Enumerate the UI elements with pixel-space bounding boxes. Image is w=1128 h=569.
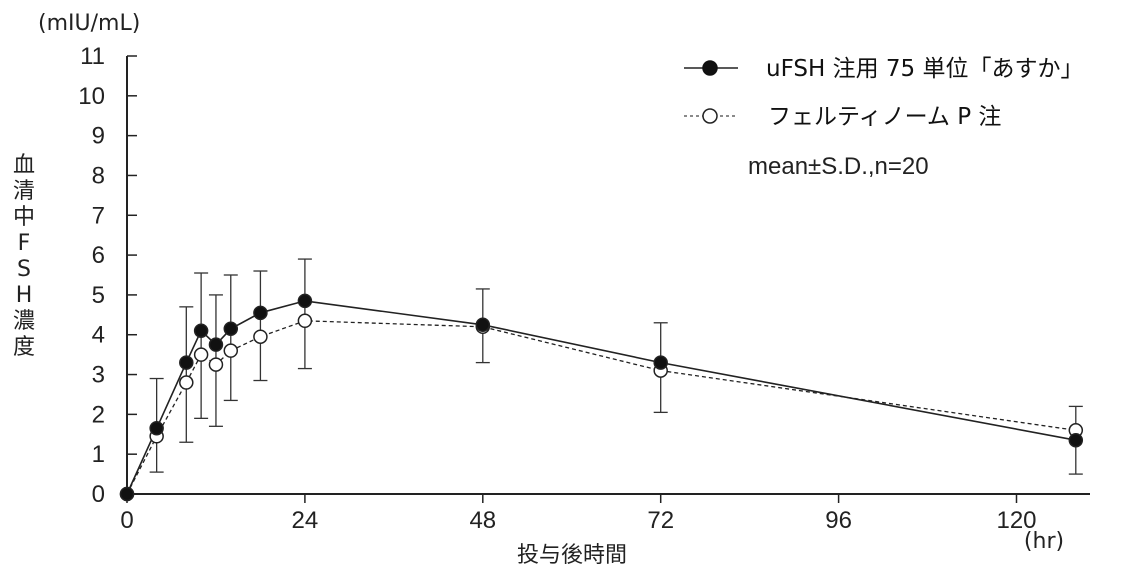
y-tick-label: 0 [92, 481, 105, 508]
data-point-series-1 [179, 355, 194, 370]
data-point-series-1 [149, 421, 164, 436]
y-tick-label: 6 [92, 242, 105, 269]
y-tick-label: 8 [92, 162, 105, 189]
y-tick-label: 10 [78, 83, 105, 110]
y-tick-label: 5 [92, 282, 105, 309]
data-point-series-2 [179, 375, 194, 390]
y-tick-label: 7 [92, 202, 105, 229]
data-point-series-2 [193, 347, 209, 362]
y-tick-label: 11 [80, 43, 105, 70]
y-tick-label: 2 [92, 401, 105, 428]
y-ticks: 0 1 2 3 4 5 6 7 8 9 10 11 [78, 43, 137, 508]
data-point-series-2 [297, 313, 313, 329]
x-tick-label: 48 [469, 507, 496, 534]
y-unit-label: (mIU/mL) [38, 11, 140, 36]
data-point-series-1 [475, 317, 491, 333]
series-line-1 [126, 300, 1076, 495]
x-axis-title: 投与後時間 [517, 543, 627, 568]
y-axis-title-char: F [18, 231, 31, 256]
legend-marker-series-2 [702, 108, 718, 124]
legend-marker-series-1 [702, 60, 718, 76]
data-point-series-1 [208, 337, 224, 352]
y-axis-title-char: 中 [13, 205, 35, 230]
x-tick-label: 120 [996, 507, 1036, 534]
error-bars [149, 258, 1083, 475]
data-point-series-1 [119, 486, 135, 502]
y-axis-title-char: 血 [13, 153, 35, 178]
series-lines [126, 300, 1076, 495]
data-point-series-1 [253, 305, 268, 321]
stats-annotation: mean±S.D.,n=20 [748, 153, 929, 180]
y-axis-title-char: 度 [13, 335, 35, 360]
y-axis-title-char: S [17, 257, 31, 282]
y-tick-label: 9 [92, 123, 105, 150]
x-tick-label: 0 [120, 507, 133, 534]
series-markers [119, 293, 1084, 502]
y-axis-title-char: 清 [13, 179, 35, 204]
data-point-series-1 [1068, 432, 1084, 448]
data-point-series-1 [193, 323, 209, 338]
data-point-series-2 [208, 357, 224, 372]
x-unit-label: (hr) [1024, 529, 1064, 554]
y-axis-title-char: 濃 [13, 309, 35, 334]
data-point-series-1 [297, 293, 313, 309]
data-point-series-2 [223, 343, 239, 358]
y-axis-title-char: H [16, 283, 33, 308]
legend-label-series-2: フェルティノーム P 注 [768, 104, 1001, 130]
y-tick-label: 3 [92, 362, 105, 389]
x-ticks: 0 24 48 72 96 120 [120, 494, 1037, 534]
legend-label-series-1: uFSH 注用 75 単位「あすか」 [766, 56, 1084, 82]
data-point-series-2 [253, 329, 268, 344]
legend: uFSH 注用 75 単位「あすか」 フェルティノーム P 注 mean±S.D… [684, 56, 1084, 180]
y-tick-label: 1 [92, 441, 105, 468]
x-tick-label: 24 [292, 507, 319, 534]
y-tick-label: 4 [92, 322, 105, 349]
x-tick-label: 72 [647, 507, 674, 534]
data-point-series-1 [653, 355, 668, 370]
x-tick-label: 96 [825, 507, 852, 534]
data-point-series-1 [223, 321, 239, 337]
series-line-2 [126, 320, 1076, 495]
